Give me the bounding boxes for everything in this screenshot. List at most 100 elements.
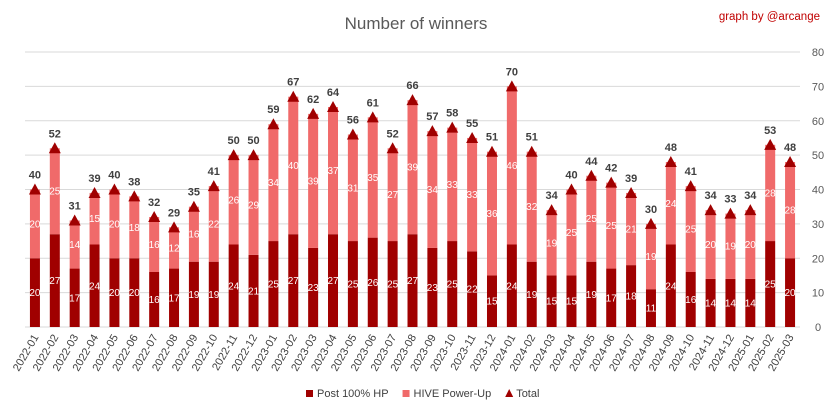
y-tick-label: 10 [812, 288, 824, 300]
data-label-post-100-hp: 20 [785, 288, 797, 299]
data-label-total: 41 [685, 166, 697, 178]
bar-hive-power-up [705, 210, 716, 279]
data-label-post-100-hp: 27 [49, 276, 61, 287]
total-marker [48, 142, 61, 154]
data-label-total: 33 [724, 194, 736, 206]
bar-hive-power-up [109, 189, 120, 259]
total-marker [565, 183, 578, 195]
bar-hive-power-up [447, 127, 458, 242]
bar-post-100-hp [745, 278, 756, 327]
legend-label: Post 100% HP [317, 388, 389, 400]
data-label-post-100-hp: 22 [467, 285, 479, 296]
data-label-post-100-hp: 25 [765, 280, 777, 291]
data-label-hive-power-up: 25 [49, 187, 61, 198]
bar-hive-power-up [486, 151, 497, 276]
bar-post-100-hp [328, 234, 339, 327]
data-label-post-100-hp: 23 [308, 283, 320, 294]
data-label-hive-power-up: 33 [467, 190, 479, 201]
y-tick-label: 80 [812, 47, 824, 59]
bar-post-100-hp [228, 244, 239, 327]
bar-hive-power-up [665, 162, 676, 245]
total-marker [366, 111, 379, 123]
data-label-post-100-hp: 19 [526, 290, 538, 301]
data-label-hive-power-up: 34 [268, 178, 280, 189]
data-label-total: 50 [228, 135, 240, 147]
bar-hive-power-up [526, 151, 537, 262]
data-label-hive-power-up: 25 [586, 214, 598, 225]
bar-hive-power-up [308, 113, 319, 248]
bar-hive-power-up [765, 144, 776, 242]
data-label-hive-power-up: 20 [745, 240, 757, 251]
data-label-post-100-hp: 24 [665, 281, 677, 292]
total-marker [327, 101, 340, 112]
legend-label: Total [516, 388, 539, 400]
data-label-hive-power-up: 21 [626, 225, 638, 236]
data-label-post-100-hp: 25 [268, 280, 280, 291]
data-label-total: 31 [69, 200, 81, 212]
data-label-hive-power-up: 14 [69, 240, 81, 251]
data-label-hive-power-up: 39 [308, 176, 320, 187]
bar-hive-power-up [506, 86, 517, 245]
data-label-hive-power-up: 24 [665, 199, 677, 210]
data-label-total: 64 [327, 87, 340, 99]
data-label-post-100-hp: 19 [208, 290, 220, 301]
bar-hive-power-up [248, 155, 259, 255]
bar-hive-power-up [586, 175, 597, 262]
bar-post-100-hp [268, 241, 279, 327]
bar-post-100-hp [367, 237, 378, 327]
total-marker [346, 128, 359, 140]
data-label-hive-power-up: 26 [228, 195, 240, 206]
total-marker [307, 107, 320, 119]
total-marker [644, 217, 657, 229]
bar-post-100-hp [347, 241, 358, 327]
bar-hive-power-up [29, 189, 40, 259]
bar-post-100-hp [765, 241, 776, 327]
data-label-post-100-hp: 24 [89, 281, 101, 292]
data-label-hive-power-up: 20 [705, 240, 717, 251]
data-label-post-100-hp: 25 [387, 280, 399, 291]
total-marker [525, 145, 538, 157]
legend-swatch [306, 390, 313, 397]
total-marker [187, 200, 200, 212]
bar-hive-power-up [69, 220, 80, 269]
bar-hive-power-up [685, 186, 696, 272]
data-label-post-100-hp: 14 [725, 298, 737, 309]
data-label-total: 29 [168, 207, 180, 219]
bar-hive-power-up [228, 155, 239, 245]
total-marker [485, 145, 498, 157]
bar-hive-power-up [288, 96, 299, 235]
data-label-hive-power-up: 15 [89, 214, 101, 225]
data-label-hive-power-up: 37 [327, 166, 339, 177]
bar-post-100-hp [725, 278, 736, 327]
bar-hive-power-up [785, 162, 796, 259]
data-label-post-100-hp: 14 [705, 298, 717, 309]
data-label-total: 70 [506, 66, 518, 78]
total-marker [664, 156, 677, 167]
data-label-total: 40 [29, 170, 41, 182]
bar-post-100-hp [665, 244, 676, 327]
data-label-hive-power-up: 12 [168, 243, 180, 254]
bar-post-100-hp [89, 244, 100, 327]
data-label-total: 67 [287, 77, 299, 89]
data-label-post-100-hp: 16 [149, 295, 161, 306]
data-label-post-100-hp: 26 [367, 278, 379, 289]
data-label-total: 30 [645, 204, 657, 216]
bar-hive-power-up [407, 100, 418, 235]
data-label-hive-power-up: 25 [685, 225, 697, 236]
total-marker [446, 121, 459, 133]
data-label-post-100-hp: 19 [586, 290, 598, 301]
total-marker [466, 131, 479, 143]
data-label-total: 52 [387, 128, 399, 140]
data-label-hive-power-up: 25 [566, 228, 578, 239]
bar-hive-power-up [566, 189, 577, 276]
total-marker [128, 190, 141, 202]
data-label-post-100-hp: 27 [327, 276, 339, 287]
data-label-hive-power-up: 19 [725, 242, 737, 253]
total-marker [406, 94, 419, 106]
data-label-total: 50 [247, 135, 259, 147]
data-label-total: 53 [764, 125, 776, 137]
y-tick-label: 0 [815, 322, 821, 334]
data-label-post-100-hp: 15 [566, 297, 578, 308]
data-label-hive-power-up: 33 [447, 180, 459, 191]
